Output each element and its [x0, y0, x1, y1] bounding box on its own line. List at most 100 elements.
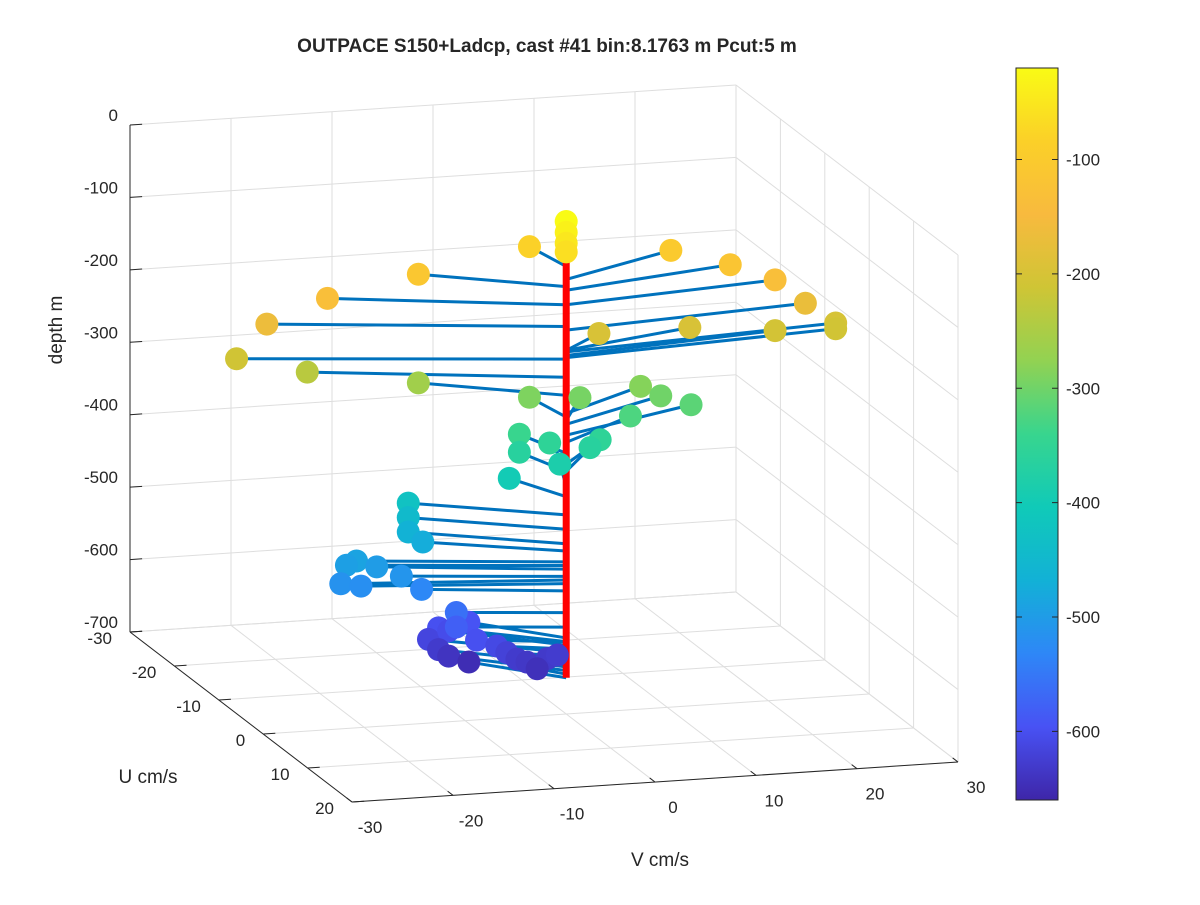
z-tick-label: -400 [84, 396, 118, 415]
y-tick-label: 10 [271, 765, 290, 784]
z-tick-label: -600 [84, 541, 118, 560]
data-point [659, 239, 682, 262]
z-axis-label: depth m [46, 296, 67, 365]
grid-line-floor-v [231, 625, 453, 795]
colorbar-tick-label: -200 [1066, 265, 1100, 284]
marker-layer [225, 210, 847, 680]
data-point [764, 319, 787, 342]
velocity-stem [566, 265, 730, 291]
z-tick-mark [130, 197, 142, 198]
colorbar: -100 -200 -300 -400 -500 -600 [1016, 68, 1100, 800]
data-point [548, 453, 571, 476]
velocity-stem [408, 503, 566, 515]
z-tick-mark [130, 269, 142, 270]
colorbar-tick-label: -500 [1066, 608, 1100, 627]
z-tick-label: -500 [84, 468, 118, 487]
data-point [407, 371, 430, 394]
chart-title: OUTPACE S150+Ladcp, cast #41 bin:8.1763 … [297, 36, 797, 57]
y-tick-label: 0 [236, 731, 245, 750]
z-tick-mark [130, 486, 142, 487]
velocity-stem [307, 372, 566, 377]
velocity-stem [566, 280, 775, 305]
data-point [390, 565, 413, 588]
data-point [629, 375, 652, 398]
y-tick-label: -20 [132, 663, 157, 682]
data-point [546, 644, 569, 667]
data-point [411, 531, 434, 554]
data-point [719, 253, 742, 276]
y-tick-label: 20 [315, 799, 334, 818]
data-point [329, 572, 352, 595]
data-point [255, 313, 278, 336]
data-point [555, 240, 578, 263]
colorbar-tick-label: -300 [1066, 379, 1100, 398]
x-tick-label: -30 [358, 818, 383, 837]
velocity-stem [357, 561, 567, 562]
y-tick-mark [352, 801, 364, 802]
x-tick-label: -20 [459, 811, 484, 830]
velocity-stem [418, 274, 566, 286]
data-point [764, 268, 787, 291]
data-point [465, 629, 488, 652]
x-tick-mark [347, 798, 352, 802]
data-point [445, 615, 468, 638]
y-tick-mark [308, 767, 320, 768]
data-point [619, 404, 642, 427]
x-tick-label: -10 [560, 805, 585, 824]
data-point [437, 645, 460, 668]
data-point [678, 316, 701, 339]
z-tick-mark [130, 559, 142, 560]
z-tick-label: -700 [84, 613, 118, 632]
velocity-stem [267, 324, 566, 326]
y-tick-mark [263, 733, 275, 734]
data-point [410, 578, 433, 601]
x-tick-mark [953, 758, 958, 762]
data-point [316, 287, 339, 310]
z-tick-mark [130, 124, 142, 125]
data-point [587, 322, 610, 345]
data-point [365, 555, 388, 578]
data-point [568, 386, 591, 409]
x-tick-mark [549, 785, 554, 789]
x-tick-mark [650, 778, 655, 782]
y-tick-label: -10 [176, 697, 201, 716]
data-point [680, 393, 703, 416]
data-point [526, 657, 549, 680]
colorbar-tick-label: -600 [1066, 722, 1100, 741]
data-point [407, 263, 430, 286]
data-point [824, 317, 847, 340]
x-axis-label: V cm/s [631, 850, 689, 871]
colorbar-tick-label: -100 [1066, 151, 1100, 170]
z-tick-label: -200 [84, 251, 118, 270]
x-tick-mark [852, 765, 857, 769]
data-point [498, 467, 521, 490]
velocity-stem [408, 518, 566, 530]
x-tick-label: 10 [765, 791, 784, 810]
y-axis-label: U cm/s [118, 767, 177, 788]
z-tick-label: 0 [109, 106, 118, 125]
data-point [296, 361, 319, 384]
grid-line-side-z [736, 230, 958, 400]
x-tick-label: 30 [967, 778, 986, 797]
data-point [579, 436, 602, 459]
grid-line-side-z [736, 375, 958, 545]
z-tick-label: -100 [84, 178, 118, 197]
data-point [457, 651, 480, 674]
colorbar-tick-label: -400 [1066, 494, 1100, 513]
grid-line-floor-u [308, 728, 914, 768]
grid-line-floor-v [736, 592, 958, 762]
z-tick-label: -300 [84, 323, 118, 342]
grid-line-side-z [736, 85, 958, 255]
x-tick-mark [751, 771, 756, 775]
x-tick-label: 20 [866, 785, 885, 804]
velocity-stem [327, 298, 566, 304]
data-point [349, 575, 372, 598]
z-tick-mark [130, 631, 142, 632]
colorbar-gradient [1016, 68, 1058, 800]
y-tick-mark [219, 699, 231, 700]
z-tick-mark [130, 341, 142, 342]
velocity-stem [422, 589, 567, 591]
